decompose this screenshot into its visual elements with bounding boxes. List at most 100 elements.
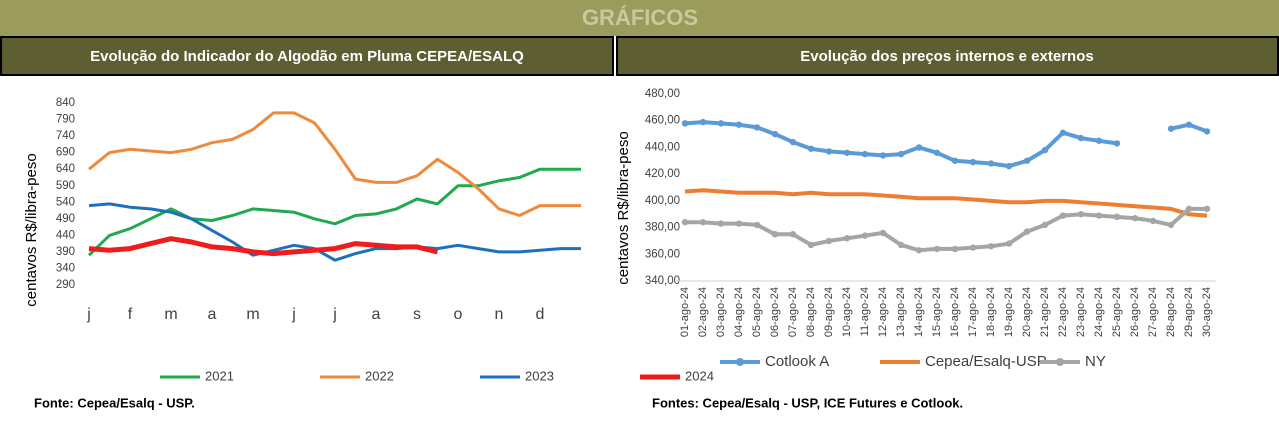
- data-point: [1185, 121, 1193, 128]
- legend-label: 2023: [525, 368, 554, 383]
- x-tick-label: f: [128, 306, 133, 323]
- data-point: [807, 145, 815, 152]
- data-point: [1059, 212, 1067, 219]
- y-tick-label: 840: [56, 97, 75, 109]
- legend-label: 2024: [685, 368, 714, 383]
- x-tick-label: 30-ago-24: [1201, 287, 1213, 337]
- x-tick-label: 01-ago-24: [679, 287, 691, 337]
- x-tick-label: 13-ago-24: [895, 287, 907, 337]
- legend-marker: [1056, 358, 1064, 366]
- data-point: [753, 124, 761, 131]
- data-point: [879, 229, 887, 237]
- x-tick-label: 16-ago-24: [949, 287, 961, 337]
- y-tick-label: 590: [56, 180, 75, 192]
- y-tick-label: 460,00: [645, 115, 680, 127]
- legend-label: Cepea/Esalq-USP: [925, 353, 1047, 370]
- data-point: [825, 237, 833, 245]
- data-point: [681, 120, 689, 127]
- header-title: GRÁFICOS: [582, 5, 698, 30]
- data-point: [1185, 205, 1193, 213]
- data-point: [1203, 128, 1211, 135]
- x-tick-label: 09-ago-24: [823, 287, 835, 337]
- data-point: [843, 149, 851, 156]
- series-line: [684, 120, 1208, 169]
- data-point: [735, 220, 743, 227]
- x-tick-label: j: [332, 306, 337, 323]
- data-point: [897, 150, 905, 158]
- y-axis-label: centavos R$/libra-peso: [615, 131, 632, 284]
- x-tick-label: 08-ago-24: [805, 287, 817, 337]
- y-tick-label: 480,00: [645, 88, 680, 100]
- data-point: [1167, 221, 1175, 229]
- data-point: [933, 149, 941, 156]
- y-tick-label: 400,00: [645, 195, 680, 207]
- data-point: [1077, 211, 1085, 218]
- data-point: [1041, 221, 1049, 229]
- y-tick-label: 440: [56, 229, 75, 241]
- data-point: [681, 219, 689, 226]
- x-tick-label: s: [413, 306, 421, 323]
- data-point: [843, 235, 851, 242]
- data-point: [1149, 217, 1157, 225]
- data-point: [1095, 137, 1103, 144]
- data-point: [771, 231, 779, 238]
- legend-label: NY: [1085, 353, 1106, 370]
- data-point: [753, 221, 761, 229]
- data-point: [1167, 125, 1175, 132]
- x-tick-label: a: [208, 306, 217, 323]
- x-tick-label: 22-ago-24: [1057, 287, 1069, 337]
- data-point: [951, 157, 959, 164]
- data-point: [969, 158, 977, 166]
- chart-title: Evolução dos preços internos e externos: [800, 48, 1093, 65]
- y-tick-label: 390: [56, 246, 75, 258]
- data-point: [987, 243, 995, 250]
- data-point: [717, 120, 725, 127]
- y-tick-label: 790: [56, 114, 75, 126]
- y-tick-label: 340: [56, 262, 75, 274]
- data-point: [1095, 212, 1103, 219]
- series-line: [88, 202, 581, 262]
- x-tick-label: 11-ago-24: [859, 287, 871, 336]
- x-tick-label: m: [246, 306, 259, 323]
- x-tick-label: 04-ago-24: [733, 287, 745, 337]
- x-tick-label: 03-ago-24: [715, 287, 727, 337]
- x-tick-label: a: [372, 306, 381, 323]
- data-point: [969, 244, 977, 251]
- legend-marker: [736, 358, 744, 366]
- x-tick-label: 10-ago-24: [841, 287, 853, 337]
- x-tick-label: 12-ago-24: [877, 287, 889, 337]
- data-point: [1131, 215, 1139, 222]
- y-tick-label: 540: [56, 196, 75, 208]
- data-point: [1077, 134, 1085, 142]
- y-tick-label: 340,00: [645, 275, 680, 287]
- data-point: [771, 130, 779, 138]
- x-tick-label: 26-ago-24: [1129, 287, 1141, 337]
- panel-title-bar: [0, 36, 614, 76]
- y-axis-label: centavos R$/libra-peso: [23, 153, 40, 306]
- series-line: [88, 111, 581, 217]
- data-point: [1203, 205, 1211, 213]
- series-line: [87, 167, 581, 257]
- x-tick-label: 27-ago-24: [1147, 287, 1159, 337]
- y-tick-label: 380,00: [645, 222, 680, 234]
- data-point: [807, 241, 815, 249]
- series-line: [88, 236, 439, 257]
- x-tick-label: j: [291, 306, 296, 323]
- x-tick-label: n: [495, 306, 504, 323]
- series-line: [684, 188, 1208, 218]
- data-point: [789, 138, 797, 146]
- header-bar: [0, 0, 1279, 36]
- data-point: [861, 232, 869, 239]
- chart-title: Evolução do Indicador do Algodão em Plum…: [90, 48, 524, 65]
- data-point: [1023, 157, 1031, 164]
- data-point: [933, 245, 941, 253]
- x-tick-label: 23-ago-24: [1075, 287, 1087, 337]
- data-point: [789, 231, 797, 238]
- data-point: [699, 219, 707, 226]
- data-point: [825, 148, 833, 155]
- x-tick-label: 29-ago-24: [1183, 287, 1195, 337]
- legend-label: 2021: [205, 368, 234, 383]
- y-tick-label: 420,00: [645, 168, 680, 180]
- x-tick-label: 17-ago-24: [967, 287, 979, 337]
